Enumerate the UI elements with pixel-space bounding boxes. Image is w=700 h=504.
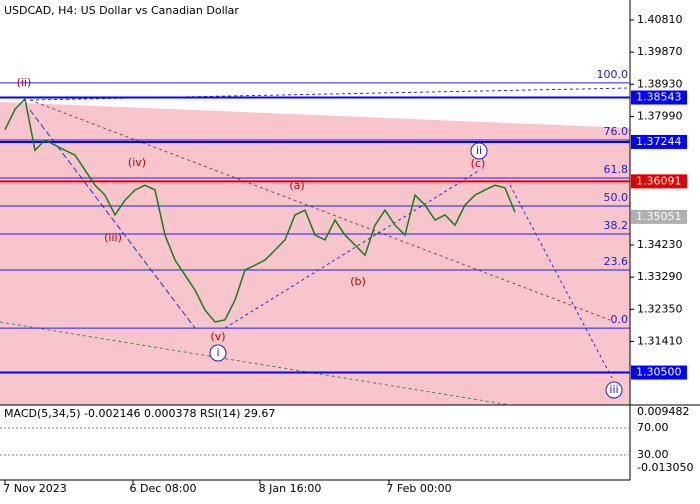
indicator-title: MACD(5,34,5) -0.002146 0.000378 RSI(14) … xyxy=(4,407,275,420)
wave-label: (b) xyxy=(350,275,366,288)
fib-label: 0.0 xyxy=(611,313,629,326)
level-label: 1.30500 xyxy=(636,366,682,379)
x-tick-label: 6 Dec 08:00 xyxy=(130,482,197,495)
wave-label: ii xyxy=(476,144,482,157)
wave-label: i xyxy=(216,346,219,359)
level-box xyxy=(631,90,687,105)
y-tick-label: 1.40810 xyxy=(637,13,683,26)
fib-label: 61.8 xyxy=(604,163,629,176)
fib-label: 50.0 xyxy=(604,191,629,204)
y-tick-label: 1.33290 xyxy=(637,270,683,283)
wave-label: (iii) xyxy=(104,231,122,244)
x-tick-label: 7 Nov 2023 xyxy=(3,482,66,495)
y-tick-label: 1.37990 xyxy=(637,109,683,122)
level-box xyxy=(631,365,687,380)
fib-label: 76.0 xyxy=(604,125,629,138)
level-label: 1.36091 xyxy=(636,174,682,187)
level-box xyxy=(631,174,687,189)
fib-label: 23.6 xyxy=(604,255,629,268)
indicator-tick-label: 30.00 xyxy=(637,448,669,461)
indicator-tick-label: 0.009482 xyxy=(637,405,690,418)
shaded-zone xyxy=(0,102,630,405)
fib-label: 38.2 xyxy=(604,219,629,232)
y-tick-label: 1.31410 xyxy=(637,334,683,347)
y-tick-label: 1.39870 xyxy=(637,45,683,58)
wave-label: iii xyxy=(609,383,618,396)
level-label: 1.37244 xyxy=(636,135,682,148)
indicator-tick-label: -0.013050 xyxy=(637,461,693,474)
trendline xyxy=(29,99,611,321)
wave-label: (c) xyxy=(471,157,486,170)
trendline xyxy=(0,321,511,406)
level-label: 1.35051 xyxy=(636,210,682,223)
price-line xyxy=(4,97,516,323)
level-box xyxy=(631,134,687,149)
wave-label: (ii) xyxy=(17,76,32,89)
x-tick-label: 8 Jan 16:00 xyxy=(259,482,322,495)
fib-label: 100.0 xyxy=(597,68,629,81)
level-label: 1.38543 xyxy=(636,91,682,104)
x-tick-label: 7 Feb 00:00 xyxy=(386,482,451,495)
level-box xyxy=(631,209,687,224)
y-tick-label: 1.32350 xyxy=(637,302,683,315)
wave-label: (iv) xyxy=(128,156,146,169)
chart-title: USDCAD, H4: US Dollar vs Canadian Dollar xyxy=(4,4,239,17)
wave-circle xyxy=(209,344,227,362)
wave-label: (a) xyxy=(289,179,304,192)
wave-circle xyxy=(470,142,488,160)
y-tick-label: 1.34230 xyxy=(637,238,683,251)
trendline xyxy=(29,87,631,101)
projection xyxy=(509,184,613,379)
indicator-tick-label: 70.00 xyxy=(637,421,669,434)
y-tick-label: 1.38930 xyxy=(637,77,683,90)
wave-circle xyxy=(605,381,623,399)
wave-label: (v) xyxy=(210,330,225,343)
trendline xyxy=(224,169,481,329)
